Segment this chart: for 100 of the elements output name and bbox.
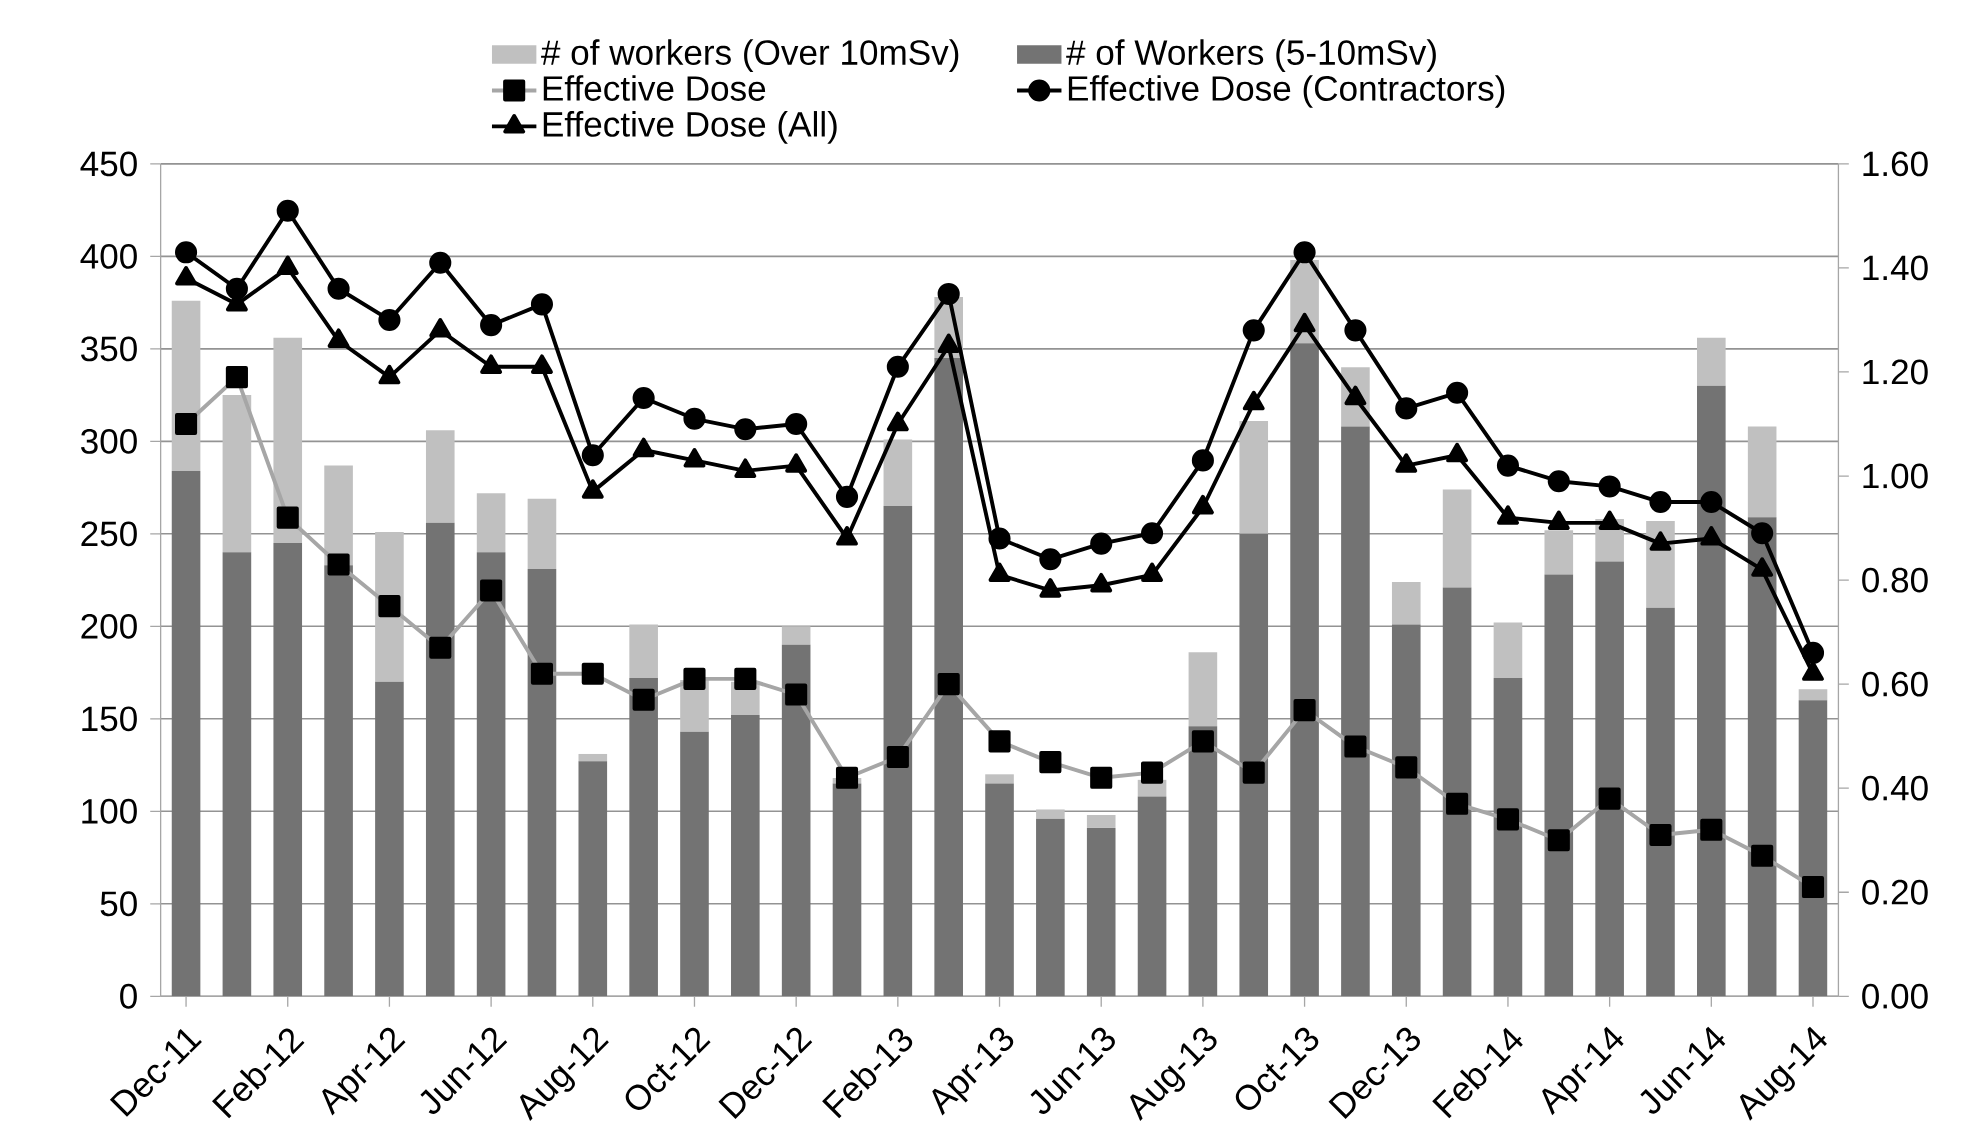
bar: [781, 626, 811, 645]
bar: [476, 493, 506, 553]
bar: [1544, 574, 1574, 997]
bar: [1086, 815, 1116, 829]
legend-label: # of Workers (5-10mSv): [1066, 39, 1436, 73]
bar: [476, 552, 506, 997]
bar: [1341, 426, 1370, 997]
bar: [1036, 818, 1065, 997]
point: [886, 355, 909, 378]
legend-label: # of workers (Over 10mSv): [541, 39, 959, 73]
point: [1191, 449, 1214, 472]
bar: [1442, 587, 1472, 997]
bar: [1493, 678, 1523, 997]
y-tick-label: 0: [120, 983, 137, 1009]
bar: [222, 395, 252, 553]
bar: [1646, 607, 1675, 997]
point: [683, 407, 706, 430]
point: [1751, 522, 1774, 545]
bar: [222, 552, 252, 997]
y2-tick-label: 0.60: [1862, 671, 1928, 697]
y2-tick-label: 1.20: [1863, 359, 1928, 385]
bar: [273, 337, 303, 544]
bar: [1697, 385, 1726, 997]
bar: [1188, 652, 1218, 727]
point: [1242, 319, 1265, 342]
point: [1649, 491, 1672, 514]
bar: [832, 783, 862, 997]
point: [1293, 241, 1316, 264]
y-tick-label: 50: [100, 891, 137, 917]
y2-tick-label: 0.20: [1862, 879, 1928, 905]
bar: [1290, 343, 1319, 997]
bar: [1493, 622, 1523, 679]
bar: [781, 644, 811, 997]
bar: [1544, 530, 1574, 575]
bar: [883, 506, 913, 997]
bar: [1188, 726, 1218, 997]
bar: [1036, 809, 1065, 819]
bar: [680, 731, 709, 997]
bar: [171, 471, 201, 997]
y2-tick-label: 0.00: [1862, 983, 1928, 1009]
bar: [425, 522, 455, 997]
y-tick-label: 200: [81, 613, 137, 639]
point: [1700, 491, 1723, 514]
bar: [527, 569, 557, 997]
point: [581, 444, 604, 467]
bar: [629, 624, 658, 679]
bar: [985, 774, 1014, 784]
bar: [273, 543, 303, 997]
bar: [1391, 624, 1421, 997]
point: [429, 251, 452, 274]
point: [988, 527, 1011, 550]
point: [378, 308, 401, 332]
bar: [527, 498, 557, 570]
point: [1141, 522, 1164, 545]
y2-tick-label: 1.40: [1863, 255, 1928, 281]
point: [480, 314, 503, 337]
point: [1395, 397, 1418, 420]
bar: [1798, 689, 1828, 701]
bar: [1442, 489, 1472, 588]
bar: [1137, 796, 1167, 997]
y-tick-label: 350: [81, 336, 137, 362]
legend-label: Effective Dose: [543, 75, 766, 102]
y-tick-label: 400: [80, 244, 137, 269]
bar: [1798, 700, 1828, 997]
bar: [629, 678, 658, 997]
point: [1039, 548, 1062, 571]
point: [1598, 475, 1621, 498]
bar: [731, 715, 760, 997]
point: [327, 277, 350, 300]
bar: [324, 565, 353, 997]
y-tick-label: 100: [82, 798, 137, 824]
point: [835, 485, 859, 508]
bar: [883, 439, 913, 507]
y-tick-label: 150: [82, 706, 137, 732]
bar: [578, 754, 608, 762]
point: [937, 282, 960, 306]
bar: [1697, 337, 1726, 386]
bar: [1747, 426, 1777, 518]
legend-label: Effective Dose (All): [543, 111, 837, 144]
point: [175, 241, 198, 264]
y-tick-label: 450: [80, 151, 137, 177]
point: [1547, 470, 1570, 493]
y2-tick-label: 1.00: [1863, 463, 1928, 489]
point: [530, 293, 554, 316]
bar: [934, 358, 963, 997]
point: [276, 199, 299, 222]
bar: [1595, 561, 1624, 997]
y2-tick-label: 0.40: [1862, 775, 1928, 801]
legend-label: Effective Dose (Contractors): [1068, 75, 1505, 108]
y2-tick-label: 1.60: [1863, 151, 1928, 177]
bar: [375, 681, 404, 997]
y-tick-label: 300: [81, 429, 137, 454]
point: [734, 418, 757, 441]
bar: [985, 783, 1014, 997]
bar: [1239, 533, 1269, 997]
point: [1801, 641, 1825, 665]
point: [1090, 532, 1113, 555]
point: [1496, 454, 1519, 477]
bar: [1086, 828, 1116, 997]
y-tick-label: 250: [81, 521, 137, 547]
